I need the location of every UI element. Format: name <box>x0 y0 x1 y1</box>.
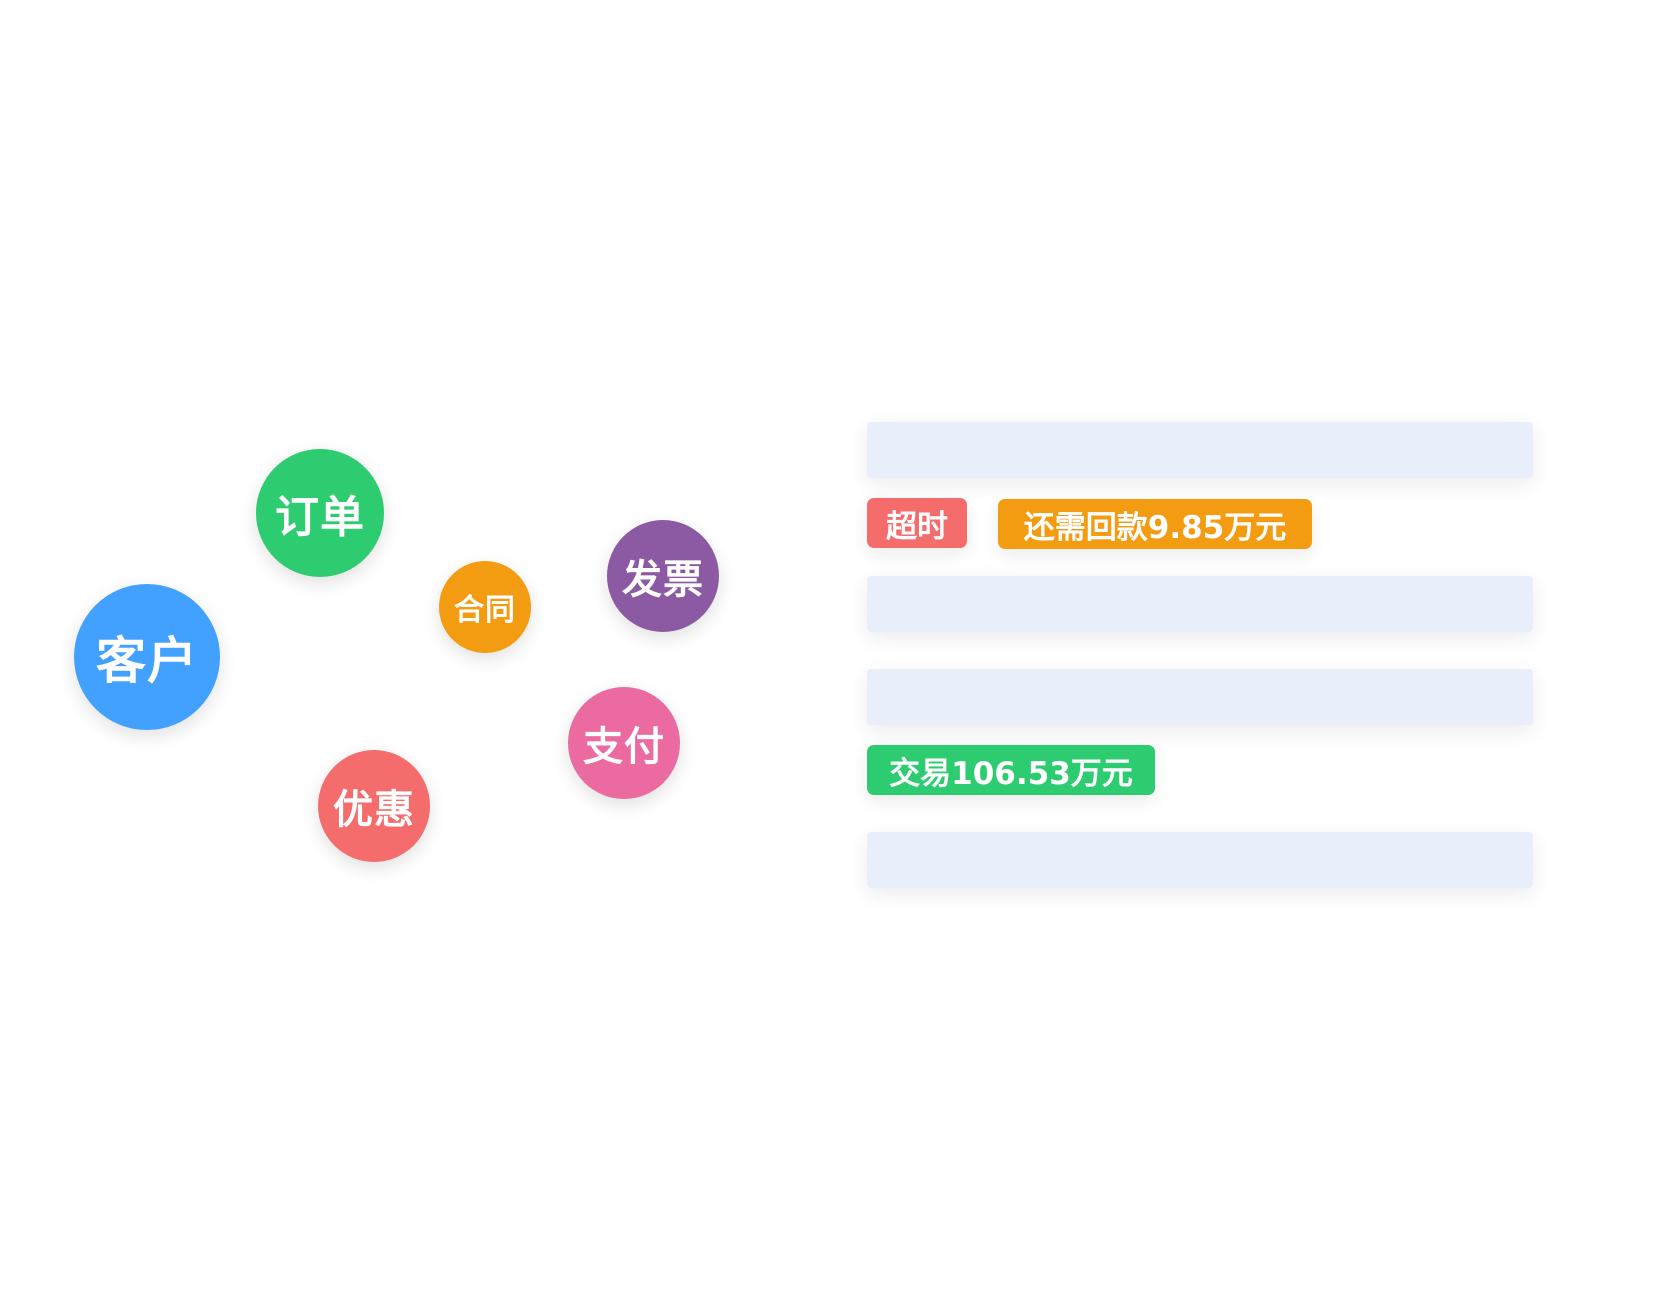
bubble-invoice: 发票 <box>607 520 719 632</box>
bubble-customer: 客户 <box>74 584 220 730</box>
transaction-tag: 交易106.53万元 <box>867 745 1155 795</box>
remaining-payment-tag: 还需回款9.85万元 <box>998 499 1312 549</box>
bubble-order: 订单 <box>256 449 384 577</box>
bubble-discount: 优惠 <box>318 750 430 862</box>
placeholder-bar <box>867 422 1533 478</box>
bubble-contract: 合同 <box>439 561 531 653</box>
placeholder-bar <box>867 669 1533 725</box>
placeholder-bar <box>867 832 1533 888</box>
bubble-payment: 支付 <box>568 687 680 799</box>
timeout-tag: 超时 <box>867 498 967 548</box>
placeholder-bar <box>867 576 1533 632</box>
